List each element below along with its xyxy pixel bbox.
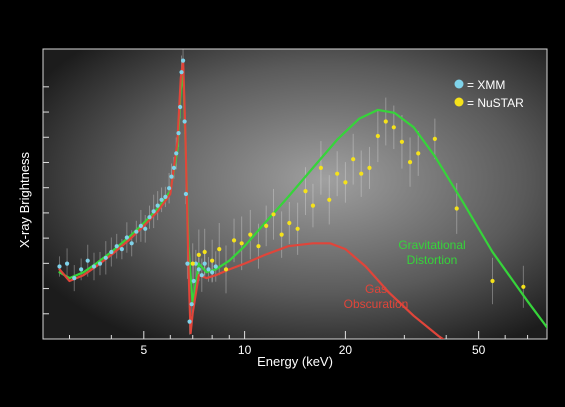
legend-label-nustar: = NuSTAR (467, 96, 524, 110)
data-point-xmm (159, 197, 164, 202)
data-point-xmm (174, 151, 179, 156)
data-point-xmm (196, 267, 201, 272)
legend: = XMM = NuSTAR (454, 78, 524, 110)
data-point-nustar (335, 171, 340, 176)
annotation-obscuration: Obscuration (344, 297, 409, 311)
data-point-xmm (134, 229, 139, 234)
data-point-xmm (210, 270, 215, 275)
data-point-nustar (202, 249, 207, 255)
data-point-xmm (185, 261, 190, 266)
data-point-xmm (147, 215, 152, 220)
x-axis-ticks: 5 10 20 50 (69, 331, 529, 357)
data-point-nustar (407, 160, 413, 165)
data-point-nustar (310, 203, 316, 208)
data-point-nustar (256, 244, 261, 249)
data-point-nustar (318, 165, 324, 170)
data-point-xmm (155, 203, 160, 208)
x-axis-label: Energy (keV) (257, 354, 333, 369)
model-lines (58, 59, 547, 339)
annotation-gas: Gas (365, 282, 387, 296)
data-point-nustar (279, 232, 284, 237)
data-point-xmm (176, 131, 181, 136)
data-point-nustar (327, 197, 332, 202)
data-point-nustar (248, 232, 253, 237)
data-point-xmm (129, 241, 134, 246)
y-axis-label: X-ray Brightness (17, 151, 32, 248)
data-point-nustar (521, 284, 526, 289)
data-point-nustar (351, 157, 356, 162)
data-point-nustar (490, 278, 495, 284)
data-point-xmm (151, 209, 156, 214)
data-point-xmm (187, 319, 192, 324)
data-point-xmm (79, 267, 84, 272)
data-point-xmm (213, 264, 218, 269)
data-point-xmm (180, 58, 186, 63)
data-point-xmm (202, 261, 207, 266)
data-point-xmm (182, 119, 187, 124)
x-tick-label: 20 (339, 343, 353, 357)
data-point-xmm (178, 104, 183, 110)
data-point-nustar (432, 136, 437, 141)
data-point-xmm (64, 261, 70, 266)
data-point-nustar (295, 226, 300, 231)
data-point-nustar (287, 220, 292, 226)
data-point-xmm (191, 278, 196, 284)
data-point-nustar (383, 119, 388, 124)
data-point-xmm (85, 258, 90, 263)
data-point-xmm (119, 247, 124, 252)
data-point-xmm (143, 226, 148, 231)
data-point-xmm (183, 191, 189, 197)
data-point-xmm (57, 264, 62, 269)
data-point-xmm (189, 302, 194, 307)
data-point-xmm (171, 165, 177, 170)
data-point-nustar (454, 206, 459, 211)
data-point-xmm (179, 70, 184, 75)
annotation-distortion: Distortion (407, 253, 458, 267)
y-axis-ticks (43, 86, 49, 315)
plot-background (42, 48, 548, 340)
data-point-xmm (166, 186, 172, 191)
data-point-xmm (114, 244, 119, 249)
data-points (57, 58, 526, 324)
legend-marker-xmm (454, 79, 464, 89)
data-point-xmm (206, 267, 211, 272)
data-point-nustar (231, 238, 237, 243)
data-point-xmm (163, 194, 168, 199)
data-point-nustar (264, 223, 269, 228)
data-point-nustar (375, 133, 380, 139)
x-tick-label: 10 (238, 343, 252, 357)
data-point-nustar (271, 212, 276, 217)
data-point-nustar (223, 267, 229, 272)
data-point-nustar (367, 165, 372, 170)
data-point-xmm (169, 174, 174, 179)
data-point-nustar (217, 247, 222, 252)
data-point-nustar (239, 241, 244, 246)
data-point-nustar (196, 252, 201, 257)
data-point-nustar (399, 139, 405, 144)
data-point-nustar (190, 261, 195, 266)
data-point-xmm (72, 276, 77, 281)
data-point-xmm (138, 223, 143, 228)
data-point-nustar (391, 125, 396, 130)
data-point-xmm (109, 249, 114, 255)
x-tick-label: 5 (140, 343, 147, 357)
data-point-nustar (416, 151, 421, 156)
data-point-nustar (359, 171, 364, 176)
data-point-xmm (199, 273, 204, 278)
x-tick-label: 50 (472, 343, 486, 357)
data-point-nustar (210, 258, 215, 263)
data-point-nustar (303, 189, 308, 194)
data-point-nustar (343, 180, 348, 185)
data-point-xmm (97, 261, 103, 266)
legend-label-xmm: = XMM (467, 78, 505, 92)
data-point-xmm (193, 261, 198, 266)
data-point-xmm (103, 255, 108, 260)
legend-marker-nustar (454, 97, 464, 107)
data-point-xmm (91, 264, 97, 269)
data-point-xmm (124, 235, 129, 240)
annotation-gravitational: Gravitational (398, 238, 465, 252)
model-line-gravitational-distortion (58, 71, 547, 329)
model-line-gas-obscuration (58, 59, 445, 339)
